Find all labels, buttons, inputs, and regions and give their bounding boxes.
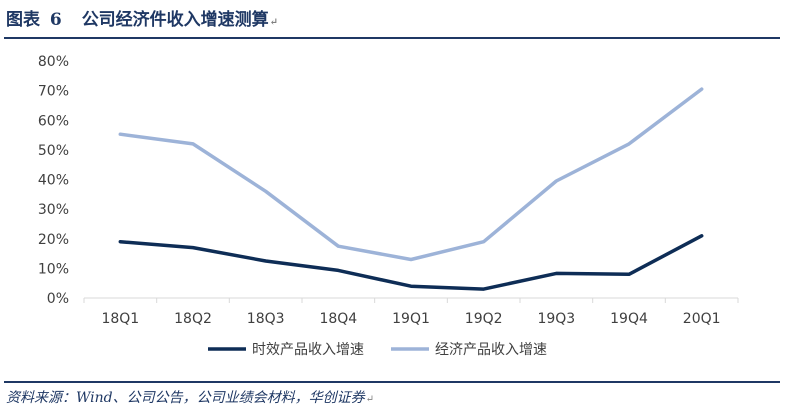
legend: 时效产品收入增速 经济产品收入增速 (208, 342, 547, 358)
legend-label: 时效产品收入增速 (252, 342, 364, 358)
source-note: 资料来源：Wind、公司公告，公司业绩会材料，华创证券↵ (6, 387, 374, 409)
x-tick-label: 18Q2 (174, 311, 212, 327)
x-tick-label: 18Q3 (247, 311, 285, 327)
legend-label: 经济产品收入增速 (435, 342, 547, 358)
caption-divider (4, 37, 780, 39)
y-tick-label: 30% (38, 202, 69, 218)
y-tick-label: 0% (47, 291, 69, 307)
x-tick-label: 19Q3 (537, 311, 575, 327)
series-lines (118, 87, 704, 291)
x-tick-label: 18Q1 (101, 311, 139, 327)
y-tick-label: 20% (38, 232, 69, 248)
source-text: 资料来源：Wind、公司公告，公司业绩会材料，华创证券 (6, 390, 365, 406)
chart-caption: 图表 6 公司经济件收入增速测算↵ (6, 8, 278, 32)
y-tick-label: 40% (38, 173, 69, 189)
source-divider (4, 381, 780, 383)
y-tick-label: 60% (38, 113, 69, 129)
y-tick-label: 10% (38, 261, 69, 277)
caption-title: 公司经济件收入增速测算 (81, 10, 269, 30)
x-axis-ticks: 18Q1 18Q2 18Q3 18Q4 19Q1 19Q2 19Q3 19Q4 20Q1 (83, 298, 739, 327)
y-tick-label: 70% (38, 84, 69, 100)
x-tick-label: 18Q4 (319, 311, 357, 327)
series-line-1 (118, 234, 704, 291)
series-line-2 (118, 87, 704, 262)
caption-number: 6 (49, 10, 62, 30)
line-chart: 0%10%20%30%40%50%60%70%80% 18Q1 18Q2 18Q3 1… (38, 54, 739, 358)
paragraph-mark-icon: ↵ (269, 17, 279, 28)
x-tick-label: 19Q4 (610, 311, 648, 327)
caption-label: 图表 (6, 10, 40, 30)
y-tick-label: 80% (38, 54, 69, 70)
x-tick-label: 19Q2 (465, 311, 503, 327)
x-tick-label: 19Q1 (392, 311, 430, 327)
y-axis-ticks: 0% 10% 20% 30% 40% 50% 60% 70% 80% (38, 54, 69, 307)
y-tick-label: 50% (38, 143, 69, 159)
x-tick-label: 20Q1 (683, 311, 721, 327)
paragraph-mark-icon: ↵ (365, 394, 374, 405)
